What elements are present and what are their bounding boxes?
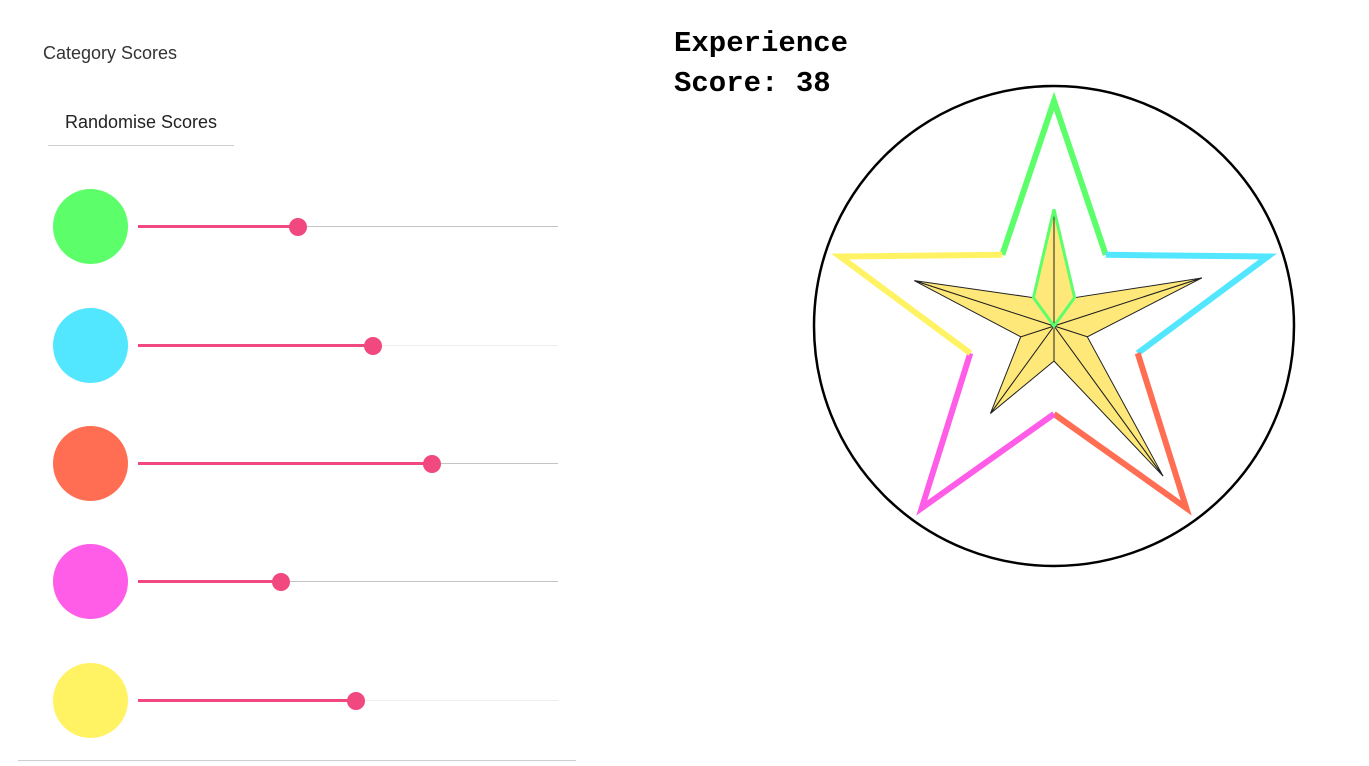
- category-color-swatch: [53, 663, 128, 738]
- panel-title: Category Scores: [43, 43, 178, 63]
- category-color-swatch: [53, 189, 128, 264]
- category-row-orange: [53, 426, 573, 502]
- slider-thumb[interactable]: [364, 337, 383, 355]
- outer-circle: [812, 84, 1296, 568]
- category-color-swatch: [53, 308, 128, 383]
- slider-fill: [138, 462, 432, 465]
- outer-spike-outline: [1105, 251, 1277, 356]
- slider-thumb[interactable]: [271, 573, 290, 591]
- slider-track: [138, 581, 558, 582]
- category-color-swatch: [53, 426, 128, 501]
- slider-fill: [138, 344, 374, 347]
- category-score-slider[interactable]: [138, 216, 558, 238]
- score-star-graphic: [812, 84, 1296, 568]
- category-score-slider[interactable]: [138, 335, 558, 357]
- highlighted-spike: [1031, 208, 1077, 329]
- score-label-line2: Score: 38: [674, 67, 831, 100]
- slider-track: [138, 226, 558, 227]
- randomise-scores-button[interactable]: Randomise Scores: [48, 100, 234, 146]
- slider-fill: [138, 580, 281, 583]
- outer-spike-outline: [916, 352, 1056, 516]
- outer-spike-outline: [1052, 352, 1192, 516]
- slider-fill: [138, 699, 357, 702]
- category-row-yellow: [53, 663, 573, 739]
- category-score-slider[interactable]: [138, 690, 558, 712]
- slider-thumb[interactable]: [423, 455, 441, 473]
- score-label-line1: Experience: [674, 27, 849, 60]
- category-row-magenta: [53, 544, 573, 620]
- category-row-green: [53, 189, 573, 265]
- inner-star-segment: [989, 325, 1056, 414]
- category-score-slider[interactable]: [138, 571, 558, 593]
- category-score-slider[interactable]: [138, 453, 558, 475]
- category-row-cyan: [53, 308, 573, 384]
- slider-fill: [138, 225, 298, 228]
- category-scores-panel: Category Scores Randomise Scores: [0, 0, 600, 766]
- category-color-swatch: [53, 544, 128, 619]
- panel-divider: [18, 760, 576, 761]
- outer-spike-outline: [831, 251, 1003, 356]
- experience-score: Experience Score: 38: [674, 24, 848, 104]
- outer-spike-outline: [999, 91, 1109, 256]
- inner-star-segment: [914, 280, 1056, 327]
- slider-thumb[interactable]: [288, 218, 307, 236]
- slider-thumb[interactable]: [347, 692, 366, 710]
